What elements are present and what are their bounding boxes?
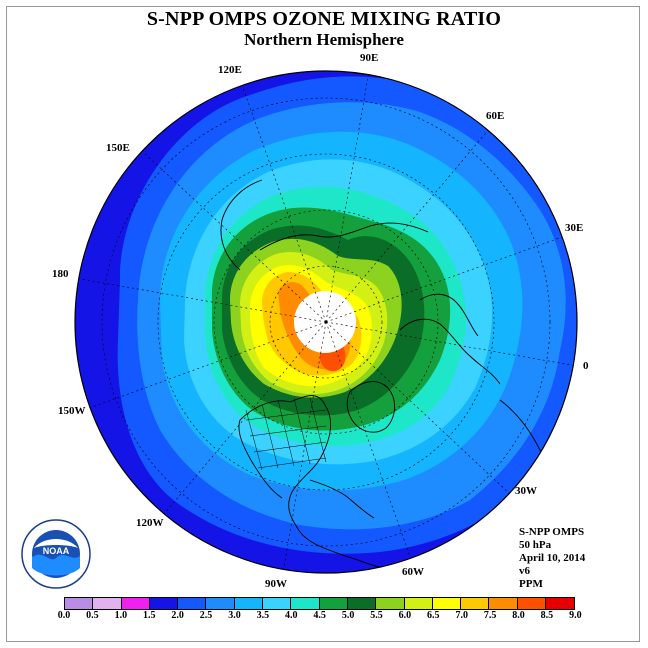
colorbar-cell: [347, 598, 377, 609]
lon-label-30w: 30W: [515, 485, 537, 497]
product-info: S-NPP OMPS 50 hPa April 10, 2014 v6 PPM: [519, 526, 585, 591]
graticule: [75, 71, 577, 573]
colorbar-cell: [461, 598, 490, 609]
colorbar-tick-label: 5.5: [370, 610, 383, 621]
map-title: S-NPP OMPS OZONE MIXING RATIO: [146, 8, 502, 30]
colorbar-cell: [121, 598, 150, 609]
colorbar-cell: [546, 598, 575, 609]
colorbar-cell: [319, 598, 348, 609]
colorbar-tick-label: 7.5: [483, 610, 497, 621]
lon-label-60w: 60W: [402, 566, 424, 578]
colorbar-tick-label: 6.5: [427, 610, 440, 621]
colorbar-cell: [432, 598, 462, 609]
lon-label-150w: 150W: [58, 405, 86, 417]
info-version: v6: [519, 565, 530, 577]
colorbar-cell: [149, 598, 179, 609]
noaa-logo: NOAA: [21, 519, 91, 589]
colorbar-tick-label: 8.0: [512, 610, 525, 621]
info-units: PPM: [519, 578, 543, 590]
colorbar-tick-label: 6.0: [398, 610, 412, 621]
colorbar-tick-label: 4.5: [313, 610, 326, 621]
info-level: 50 hPa: [519, 539, 552, 551]
lon-label-30e: 30E: [565, 222, 584, 234]
colorbar-tick-label: 8.5: [540, 610, 554, 621]
colorbar-tick-label: 3.0: [228, 610, 241, 621]
colorbar-tick-label: 9.0: [569, 610, 582, 621]
lon-label-180: 180: [52, 268, 69, 280]
colorbar-cell: [206, 598, 235, 609]
colorbar-cell: [291, 598, 320, 609]
lon-label-60e: 60E: [486, 110, 505, 122]
lon-label-0: 0: [583, 360, 589, 372]
ozone-field: [75, 71, 577, 573]
colorbar-tick-label: 1.0: [114, 610, 128, 621]
lon-label-120e: 120E: [218, 64, 242, 76]
colorbar-tick-label: 2.5: [199, 610, 213, 621]
colorbar-cell: [404, 598, 433, 609]
colorbar-tick-label: 0.0: [57, 610, 71, 621]
info-instrument: S-NPP OMPS: [519, 526, 585, 538]
colorbar-cell: [65, 598, 94, 609]
colorbar-cell: [517, 598, 547, 609]
lon-label-90w: 90W: [265, 578, 287, 590]
colorbar-tick-label: 2.0: [171, 610, 184, 621]
colorbar-cell: [93, 598, 122, 609]
noaa-logo-text: NOAA: [43, 546, 70, 556]
colorbar-tick-label: 0.5: [86, 610, 99, 621]
colorbar-ticks: 0.0 0.5 1.0 1.5 2.0 2.5 3.0 3.5 4.0 4.5 5.0 5.5 6.0 6…: [58, 610, 582, 624]
conus-grid: [245, 397, 327, 471]
colorbar-cell: [376, 598, 405, 609]
colorbar-cell: [234, 598, 264, 609]
colorbar-cell: [263, 598, 292, 609]
figure-frame: [6, 6, 640, 642]
lon-label-90e: 90E: [360, 52, 379, 64]
colorbar: [64, 597, 576, 610]
lon-label-120w: 120W: [136, 517, 164, 529]
colorbar-cell: [178, 598, 207, 609]
info-date: April 10, 2014: [519, 552, 586, 564]
colorbar-tick-label: 3.5: [256, 610, 270, 621]
colorbar-tick-label: 1.5: [142, 610, 156, 621]
lon-label-150e: 150E: [106, 142, 130, 154]
colorbar-tick-label: 7.0: [455, 610, 468, 621]
colorbar-tick-label: 4.0: [285, 610, 298, 621]
map-boundary: [74, 70, 578, 574]
colorbar-cell: [489, 598, 518, 609]
map-subtitle: Northern Hemisphere: [244, 30, 404, 49]
colorbar-tick-label: 5.0: [341, 610, 355, 621]
